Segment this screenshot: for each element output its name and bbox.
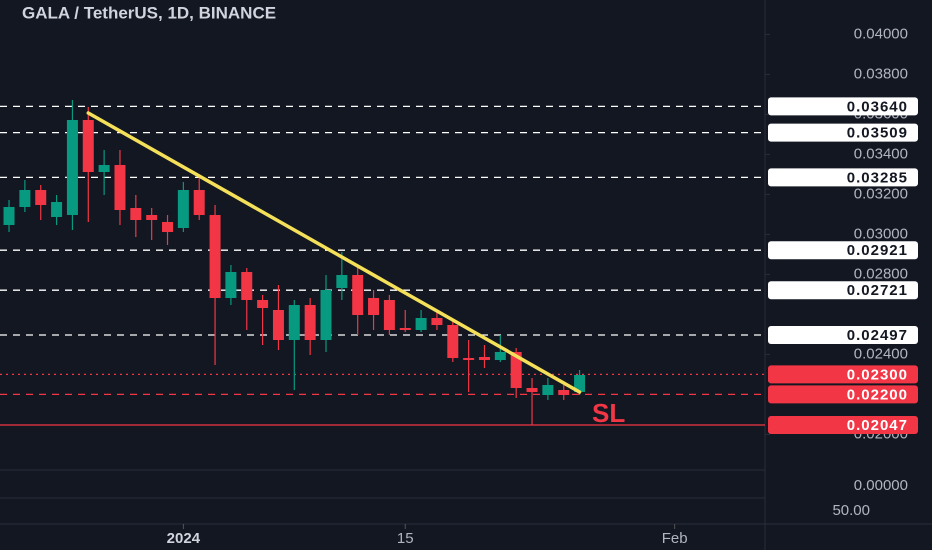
level-label: 0.02300 <box>847 366 908 383</box>
level-label: 0.02721 <box>847 282 908 299</box>
candle-body <box>272 310 284 340</box>
y-tick-label: 0.04000 <box>854 25 908 42</box>
level-label-box <box>768 281 918 300</box>
candle-body <box>336 275 348 288</box>
candle-body <box>146 215 158 220</box>
x-tick-label: 15 <box>397 530 414 547</box>
level-label-box <box>768 97 918 116</box>
candle-body <box>193 190 205 215</box>
level-label: 0.03509 <box>847 125 908 142</box>
level-label: 0.02047 <box>847 417 908 434</box>
x-tick-label: 2024 <box>167 530 201 547</box>
candle-body <box>82 120 94 172</box>
candle-body <box>494 352 506 360</box>
candle-body <box>19 190 31 207</box>
candle-body <box>162 222 174 232</box>
level-label-box <box>768 123 918 142</box>
y-tick-label: 0.03200 <box>854 185 908 202</box>
candle-body <box>209 215 221 298</box>
panel-label: 50.00 <box>832 502 870 519</box>
panel-label: 0.00000 <box>854 477 908 494</box>
level-label: 0.03285 <box>847 169 908 186</box>
candle-body <box>558 390 570 395</box>
candle-body <box>415 318 427 330</box>
candle-body <box>478 357 490 360</box>
level-label: 0.02200 <box>847 386 908 403</box>
candle-body <box>177 190 189 228</box>
candle-body <box>225 272 237 298</box>
candle-body <box>51 202 63 217</box>
level-label-box <box>768 416 918 434</box>
level-label-box <box>768 241 918 260</box>
y-tick-label: 0.03400 <box>854 145 908 162</box>
candle-body <box>114 165 126 210</box>
candle-body <box>288 305 300 340</box>
candle-body <box>447 325 459 358</box>
candle-body <box>320 290 332 340</box>
x-tick-label: Feb <box>662 530 688 547</box>
candle-body <box>304 305 316 340</box>
candle-body <box>463 358 475 360</box>
trendline <box>86 111 582 394</box>
candle-body <box>574 375 586 392</box>
level-label: 0.02921 <box>847 242 908 259</box>
level-label-box <box>768 326 918 344</box>
level-label-box <box>768 365 918 384</box>
level-label-box <box>768 385 918 404</box>
candle-body <box>368 298 380 315</box>
y-tick-label: 0.03800 <box>854 65 908 82</box>
y-tick-label: 0.03000 <box>854 225 908 242</box>
candle-body <box>3 207 15 225</box>
candle-body <box>383 300 395 330</box>
candle-body <box>526 388 538 392</box>
level-label: 0.03640 <box>847 98 908 115</box>
level-label: 0.02497 <box>847 327 908 344</box>
level-label-box <box>768 168 918 187</box>
candle-body <box>35 190 47 205</box>
candle-body <box>431 318 443 325</box>
candle-body <box>241 272 253 300</box>
candle-body <box>130 208 142 220</box>
candle-body <box>98 165 110 172</box>
candle-body <box>542 385 554 395</box>
annotation: SL <box>592 398 625 428</box>
y-tick-label: 0.02800 <box>854 265 908 282</box>
y-tick-label: 0.02400 <box>854 345 908 362</box>
candle-body <box>399 328 411 330</box>
candle-body <box>352 275 364 315</box>
chart-title: GALA / TetherUS, 1D, BINANCE <box>22 3 276 22</box>
candle-body <box>257 300 269 308</box>
candle-body <box>510 352 522 388</box>
candle-body <box>66 120 78 215</box>
